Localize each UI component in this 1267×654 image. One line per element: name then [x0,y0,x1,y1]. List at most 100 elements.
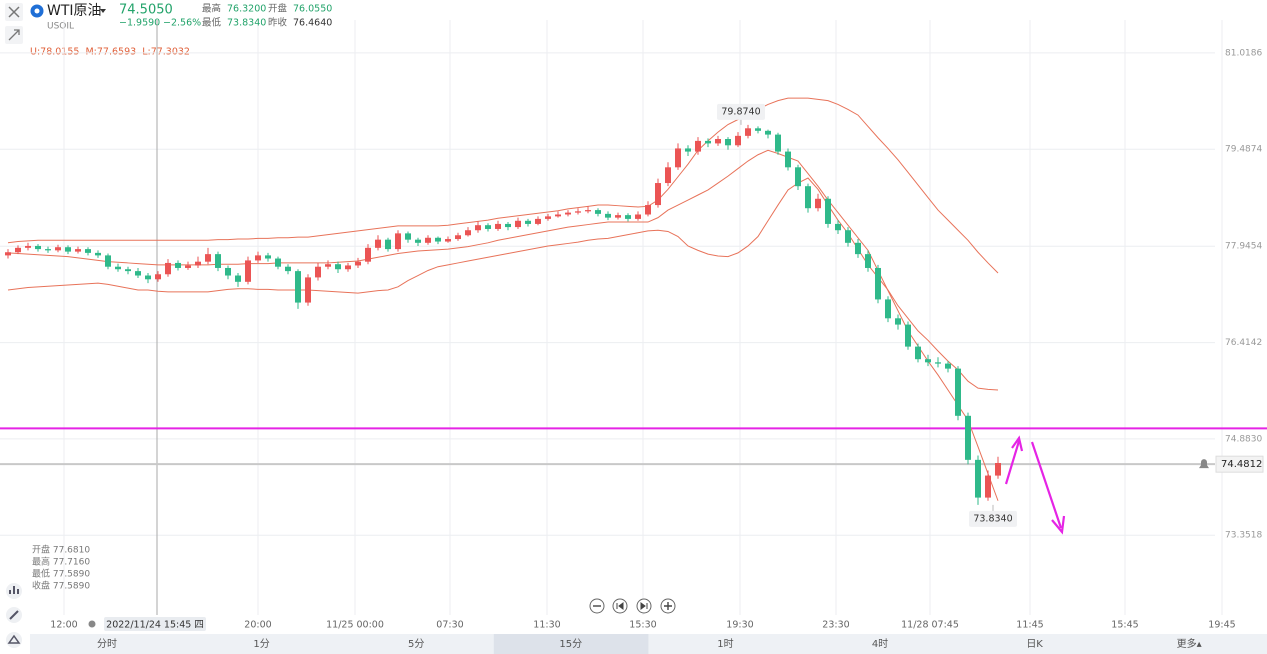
drawn-arrows [1004,435,1066,535]
candle-body [545,216,551,219]
zoom-controls [589,598,676,614]
x-tick-label: 11/28 07:45 [901,620,959,631]
candle-body [615,215,621,218]
x-tick-label: 11:45 [1016,620,1043,631]
period-tab[interactable] [493,634,649,654]
candle-body [55,247,61,251]
stat-label: 最低 [202,17,222,29]
y-tick-label: 81.0186 [1225,48,1262,58]
candle-body [685,148,691,152]
candle-body [355,261,361,266]
candle-body [735,135,741,146]
zoom-in-icon[interactable] [664,602,672,610]
candle-body [975,459,981,498]
candle-body [315,266,321,278]
candle-body [265,255,271,259]
period-tab-label[interactable]: 5分 [408,638,424,650]
candle-body [645,205,651,215]
price-change-pct: −2.56% [163,18,201,29]
candle-body [805,186,811,209]
annotation-label: 73.8340 [973,513,1012,524]
tool-shape-icon[interactable] [7,634,21,644]
arrow-up-head [1011,435,1024,452]
candle-body [765,130,771,135]
candle-body [865,254,871,268]
tool-indicator-icon[interactable] [9,586,19,594]
candle-body [75,249,81,252]
period-tab-label[interactable]: 1分 [253,638,269,650]
alarm-icon[interactable] [1199,459,1209,469]
candle-body [305,277,311,303]
period-tab-label[interactable]: 更多▴ [1177,637,1202,650]
expand-icon[interactable] [8,29,20,41]
candle-body [535,218,541,224]
arrow-up [1004,440,1021,485]
candle-body [45,249,51,251]
period-tab-label[interactable]: 分时 [97,638,117,650]
candle-body [125,269,131,272]
candle-body [945,363,951,369]
candle-body [485,225,491,229]
last-price: 74.5050 [119,3,173,18]
candle-body [695,140,701,152]
candle-body [395,233,401,250]
candle-body [775,134,781,152]
candle-body [245,260,251,282]
candle-body [5,252,11,256]
band-upper [7,97,999,274]
band-middle [7,149,999,501]
candle-body [505,223,511,228]
candle-body [345,265,351,270]
scroll-left-icon[interactable] [616,602,624,610]
symbol-name[interactable]: WTI原油 [47,3,102,19]
tool-shape[interactable] [6,632,22,648]
stat-label: 最高 [202,3,221,15]
tool-draw-icon[interactable] [9,610,19,620]
band-lower [7,177,999,391]
candle-body [155,274,161,280]
price-change: −1.9590 [119,18,160,29]
candle-body [465,230,471,236]
candle-body [965,415,971,460]
period-tab-label[interactable]: 4时 [872,638,888,650]
candle-body [145,275,151,280]
candle-body [255,255,261,261]
period-tab-label[interactable]: 日K [1026,639,1043,650]
candle-body [455,235,461,240]
close-button[interactable] [5,3,23,21]
candle-body [175,262,181,268]
candle-body [85,249,91,253]
crosshair-label-bg [104,617,206,631]
x-tick-label: 15:30 [629,620,656,631]
candle-body [855,242,861,255]
candle-body [885,299,891,319]
period-tab-label[interactable]: 15分 [559,638,582,650]
candle-body [895,318,901,325]
candle-body [215,254,221,268]
candle-body [665,167,671,184]
annotation-box [969,510,1017,527]
last-price-box [1215,455,1264,473]
grid [0,20,1223,615]
candle-body [815,198,821,209]
period-tab-label[interactable]: 1时 [717,638,733,650]
x-tick-label: 12:00 [50,620,77,631]
scroll-right-icon[interactable] [640,602,648,610]
candle-body [325,264,331,267]
arrow-down-head [1051,515,1066,535]
candle-body [185,265,191,268]
candle-body [705,140,711,144]
symbol-code: USOIL [47,22,74,32]
close-icon[interactable] [8,6,20,18]
candle-body [15,247,21,253]
candle-body [585,210,591,212]
candle-body [235,275,241,282]
candle-body [335,264,341,270]
candle-body [435,237,441,242]
candle-body [715,139,721,144]
candle-body [425,237,431,243]
expand-button[interactable] [5,26,23,44]
candle-body [565,212,571,215]
candle-body [755,128,761,131]
symbol-dropdown[interactable] [100,9,106,13]
